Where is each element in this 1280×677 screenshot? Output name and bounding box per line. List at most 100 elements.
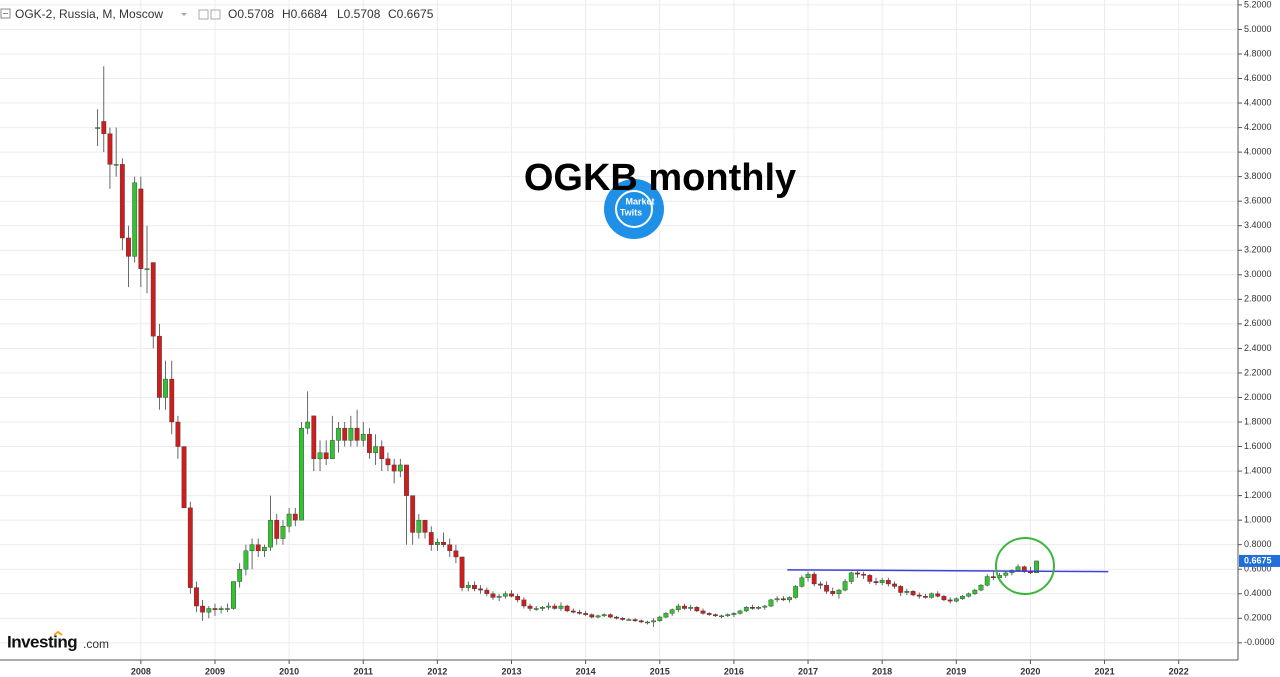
candle-body bbox=[496, 596, 502, 598]
candle-body bbox=[101, 121, 107, 134]
candle-body bbox=[799, 577, 805, 587]
candle-body bbox=[169, 378, 175, 423]
collapse-icon[interactable] bbox=[0, 8, 11, 19]
x-tick-label: 2011 bbox=[353, 666, 373, 676]
candle-body bbox=[292, 513, 298, 521]
watermark-ring bbox=[615, 190, 653, 228]
candle-body bbox=[1034, 560, 1039, 574]
candle-body bbox=[688, 607, 694, 609]
trend-line bbox=[787, 569, 1109, 573]
y-tick-label: 2.4000 bbox=[1244, 343, 1272, 353]
candle-body bbox=[861, 573, 867, 576]
candle-body bbox=[947, 599, 953, 602]
candle-body bbox=[187, 507, 193, 588]
candle-body bbox=[978, 584, 984, 591]
candle-body bbox=[632, 619, 638, 621]
chart-title: OGKB monthly bbox=[524, 157, 796, 199]
candle-body bbox=[521, 599, 527, 607]
candle-body bbox=[348, 427, 354, 441]
logo-accent bbox=[53, 630, 63, 636]
dropdown-arrow[interactable] bbox=[181, 13, 187, 16]
y-tick-label: 1.0000 bbox=[1244, 515, 1272, 525]
candle-body bbox=[694, 607, 700, 612]
y-tick-label: -0.0000 bbox=[1244, 637, 1275, 647]
candle-body bbox=[570, 610, 576, 613]
y-tick-label: 1.2000 bbox=[1244, 490, 1272, 500]
settings-icon[interactable] bbox=[198, 9, 209, 20]
ohlc-open: O0.5708 bbox=[228, 7, 274, 21]
candle-body bbox=[873, 581, 879, 583]
candle-body bbox=[280, 526, 286, 539]
candle-body bbox=[929, 593, 935, 598]
candle-body bbox=[502, 593, 508, 597]
candle-body bbox=[422, 519, 428, 533]
candle-body bbox=[126, 237, 131, 257]
candle-body bbox=[385, 458, 391, 466]
candle-body bbox=[836, 589, 842, 594]
candle-body bbox=[366, 434, 372, 453]
candle-body bbox=[558, 605, 564, 609]
candle-body bbox=[181, 446, 187, 509]
candle-body bbox=[453, 550, 459, 558]
watermark-logo bbox=[604, 179, 664, 239]
candle-body bbox=[651, 620, 657, 623]
logo-suffix: .com bbox=[83, 637, 109, 651]
candle-body bbox=[719, 615, 724, 618]
candle-body bbox=[472, 584, 477, 590]
y-tick-label: 3.6000 bbox=[1244, 196, 1272, 206]
candle-body bbox=[855, 572, 860, 575]
candles bbox=[95, 66, 1109, 627]
candle-body bbox=[311, 415, 317, 460]
price-tag bbox=[1239, 554, 1280, 567]
candle-body bbox=[898, 586, 904, 593]
y-tick-label: 1.4000 bbox=[1244, 465, 1272, 475]
candle-body bbox=[644, 621, 650, 624]
y-tick-label: 1.6000 bbox=[1244, 441, 1272, 451]
candle-body bbox=[490, 593, 496, 598]
candle-body bbox=[780, 598, 786, 601]
candle-body bbox=[830, 591, 836, 594]
candle-body bbox=[95, 127, 101, 129]
ohlc-close: C0.6675 bbox=[388, 7, 434, 21]
candle-body bbox=[879, 580, 885, 583]
y-tick-label: 2.2000 bbox=[1244, 367, 1272, 377]
candle-body bbox=[972, 589, 978, 594]
candle-body bbox=[922, 596, 928, 598]
candle-body bbox=[811, 573, 817, 585]
candle-body bbox=[373, 446, 379, 453]
candle-body bbox=[743, 607, 749, 612]
y-tick-label: 3.4000 bbox=[1244, 220, 1272, 230]
candle-body bbox=[249, 544, 255, 552]
price-tag-label: 0.6675 bbox=[1244, 555, 1272, 565]
candle-body bbox=[397, 464, 403, 472]
x-tick-label: 2014 bbox=[576, 666, 596, 676]
candle-body bbox=[138, 188, 144, 269]
candle-body bbox=[150, 262, 156, 337]
y-tick-label: 4.6000 bbox=[1244, 73, 1272, 83]
y-tick-label: 4.8000 bbox=[1244, 48, 1272, 58]
y-tick-label: 2.6000 bbox=[1244, 318, 1272, 328]
highlight-circle bbox=[995, 537, 1055, 595]
y-tick-label: 1.8000 bbox=[1244, 416, 1272, 426]
settings-icon[interactable] bbox=[210, 9, 221, 20]
y-tick-label: 5.0000 bbox=[1244, 24, 1272, 34]
y-tick-label: 5.2000 bbox=[1244, 0, 1272, 9]
x-tick-label: 2018 bbox=[872, 666, 892, 676]
candle-body bbox=[478, 588, 483, 591]
watermark-text: Twits bbox=[620, 207, 642, 217]
candle-body bbox=[626, 619, 632, 621]
candle-body bbox=[441, 542, 446, 545]
candle-body bbox=[787, 597, 792, 601]
grid bbox=[0, 0, 1238, 660]
candle-body bbox=[218, 608, 224, 610]
y-tick-label: 4.0000 bbox=[1244, 146, 1272, 156]
candle-body bbox=[638, 620, 644, 623]
x-tick-label: 2013 bbox=[501, 666, 521, 676]
candle-body bbox=[144, 268, 150, 270]
y-tick-label: 0.4000 bbox=[1244, 588, 1272, 598]
y-tick-label: 4.2000 bbox=[1244, 122, 1272, 132]
candle-body bbox=[595, 615, 601, 618]
candle-body bbox=[984, 576, 990, 586]
candle-body bbox=[132, 182, 138, 257]
candle-body bbox=[657, 616, 663, 621]
